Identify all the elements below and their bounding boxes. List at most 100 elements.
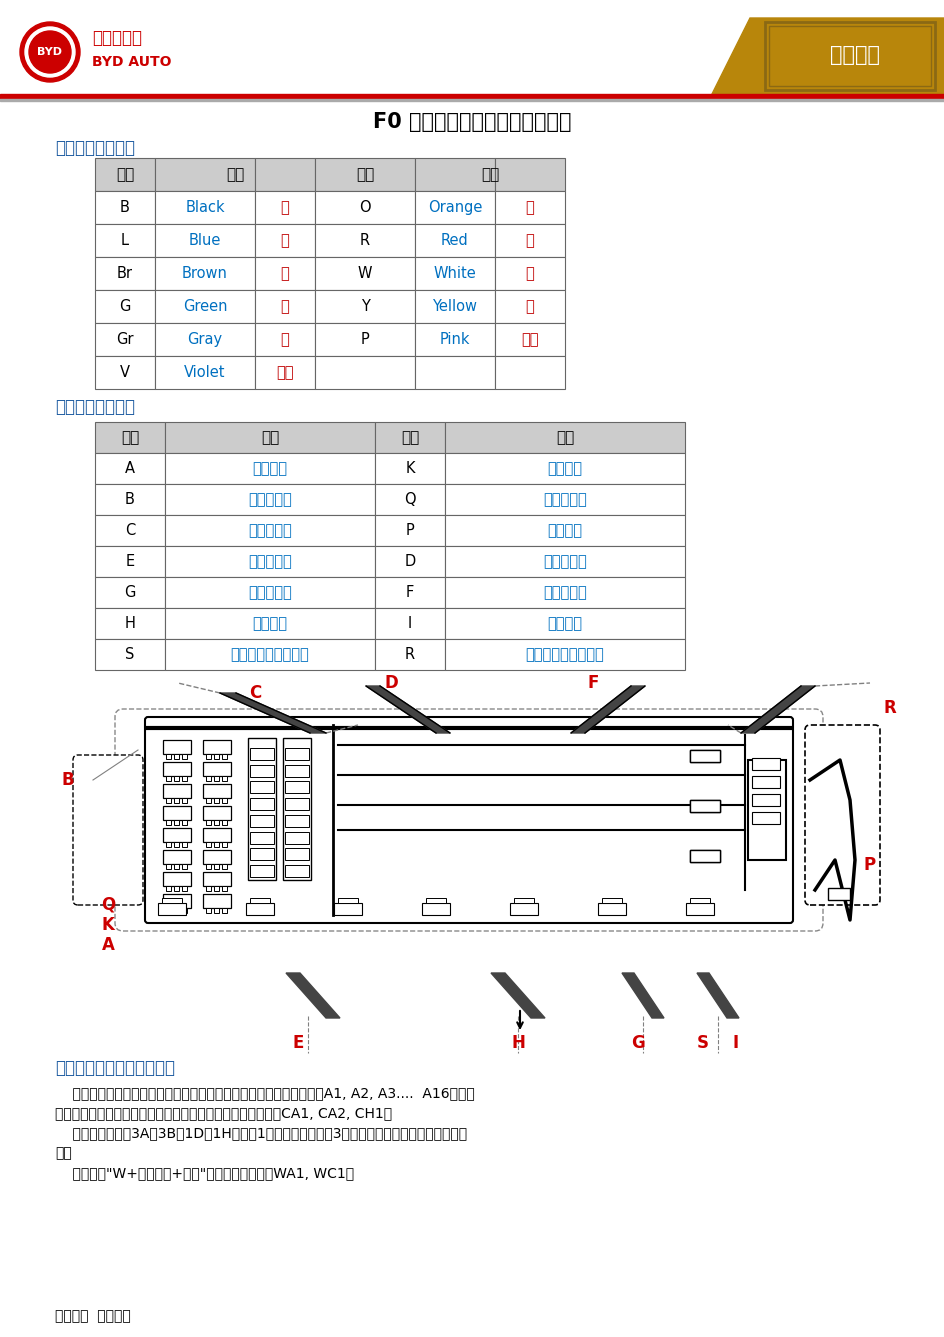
Bar (414, 257, 495, 290)
Bar (203, 872, 230, 886)
Text: S: S (126, 647, 135, 662)
Bar (689, 850, 719, 862)
Polygon shape (570, 686, 645, 733)
Bar (250, 814, 274, 826)
Bar (203, 828, 230, 842)
Bar (414, 158, 495, 191)
Bar (514, 898, 533, 902)
Bar (414, 225, 495, 257)
Text: Blue: Blue (189, 233, 221, 247)
Bar (314, 191, 414, 225)
Bar (95, 324, 155, 356)
Bar (285, 765, 309, 777)
Bar (689, 800, 719, 812)
Text: 右后轮速传感器线束: 右后轮速传感器线束 (525, 647, 604, 662)
Bar (685, 902, 714, 915)
Polygon shape (220, 693, 326, 733)
Bar (95, 158, 155, 191)
Bar (95, 422, 165, 453)
Text: Orange: Orange (428, 201, 481, 215)
Bar (161, 898, 182, 902)
Bar (213, 908, 219, 913)
Bar (213, 886, 219, 890)
Bar (203, 739, 230, 754)
Bar (95, 191, 155, 225)
Text: Black: Black (185, 201, 225, 215)
Text: R: R (360, 233, 370, 247)
Bar (250, 765, 274, 777)
Bar (182, 775, 187, 781)
Text: K: K (405, 461, 414, 476)
Bar (174, 908, 178, 913)
Text: Yellow: Yellow (432, 299, 477, 314)
Text: 橙: 橙 (525, 201, 533, 215)
Polygon shape (621, 973, 664, 1017)
Bar (375, 608, 445, 639)
Text: Violet: Violet (184, 365, 226, 380)
Bar (495, 225, 565, 257)
Bar (166, 842, 171, 848)
Bar (255, 290, 314, 324)
Bar (689, 800, 719, 812)
Text: 左后轮速传感器线束: 左后轮速传感器线束 (230, 647, 309, 662)
Bar (495, 290, 565, 324)
Bar (182, 886, 187, 890)
Bar (414, 191, 495, 225)
Bar (426, 898, 446, 902)
Text: 配电盒小线: 配电盒小线 (543, 492, 586, 507)
Bar (165, 545, 375, 578)
Text: W: W (358, 266, 372, 281)
Bar (314, 324, 414, 356)
Bar (414, 356, 495, 389)
Bar (165, 484, 375, 515)
Bar (162, 806, 191, 820)
Text: 连连接器采取用不同线束字母代码组合后加数字的形式。例如CA1, CA2, CH1。: 连连接器采取用不同线束字母代码组合后加数字的形式。例如CA1, CA2, CH1… (55, 1106, 392, 1120)
Bar (162, 762, 191, 775)
Text: B: B (120, 201, 130, 215)
Text: 黑: 黑 (280, 201, 289, 215)
Bar (213, 775, 219, 781)
Text: Q: Q (404, 492, 415, 507)
Text: K: K (101, 916, 114, 935)
Text: 颜色: 颜色 (480, 167, 498, 182)
Text: 代号: 代号 (116, 167, 134, 182)
Bar (285, 798, 309, 810)
Text: 右前门线束: 右前门线束 (543, 554, 586, 570)
Bar (166, 775, 171, 781)
Bar (166, 886, 171, 890)
Bar (166, 754, 171, 759)
Bar (203, 806, 230, 820)
Bar (495, 158, 565, 191)
Bar (206, 908, 211, 913)
Bar (213, 864, 219, 869)
Text: 发动机线束: 发动机线束 (248, 492, 292, 507)
Text: S: S (697, 1034, 708, 1052)
Text: 右后门线束: 右后门线束 (543, 586, 586, 600)
Bar (95, 639, 165, 670)
Text: 背门线束: 背门线束 (547, 523, 582, 537)
Bar (0, 99, 944, 102)
Text: O: O (359, 201, 370, 215)
Text: 电气电子: 电气电子 (829, 45, 879, 66)
Bar (155, 158, 255, 191)
Bar (95, 356, 155, 389)
Bar (250, 749, 274, 759)
Text: 搭铁使用"W+线束代码+数字"的形式表示，例如WA1, WC1。: 搭铁使用"W+线束代码+数字"的形式表示，例如WA1, WC1。 (55, 1166, 354, 1181)
Bar (445, 484, 684, 515)
Text: E: E (126, 554, 134, 570)
Text: 代号: 代号 (356, 167, 374, 182)
Bar (174, 842, 178, 848)
Bar (445, 578, 684, 608)
Text: 代号: 代号 (400, 431, 419, 445)
Bar (222, 908, 227, 913)
Text: White: White (433, 266, 476, 281)
Bar (162, 894, 191, 908)
Text: 二、线束名称代号: 二、线束名称代号 (55, 398, 135, 416)
Bar (250, 781, 274, 793)
Text: C: C (248, 685, 261, 702)
FancyBboxPatch shape (804, 725, 879, 905)
Circle shape (20, 21, 80, 82)
Bar (162, 872, 191, 886)
Text: B: B (61, 771, 75, 789)
Bar (314, 158, 414, 191)
